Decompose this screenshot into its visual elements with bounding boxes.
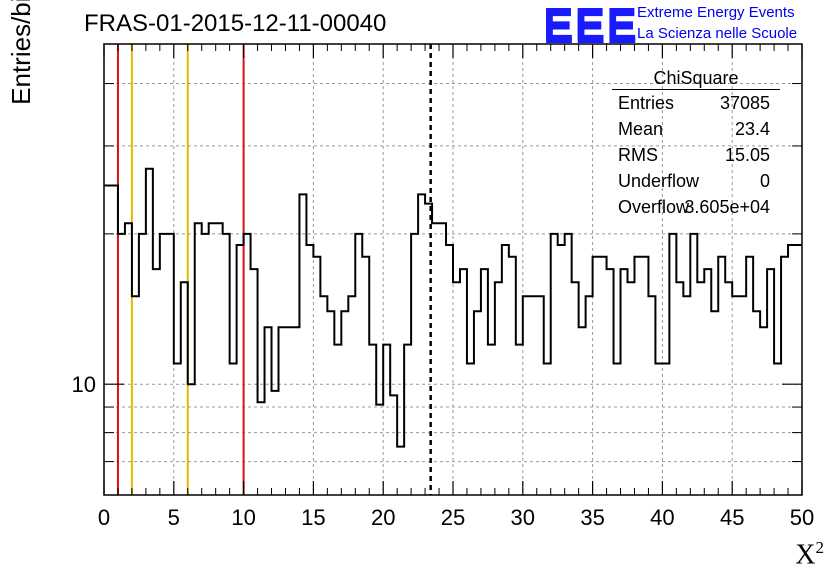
x-tick-label: 10 bbox=[231, 505, 255, 530]
x-tick-label: 20 bbox=[371, 505, 395, 530]
x-tick-label: 35 bbox=[580, 505, 604, 530]
x-tick-labels: 0 5 10 15 20 25 30 35 40 45 50 bbox=[98, 505, 814, 530]
x-tick-label: 40 bbox=[650, 505, 674, 530]
stats-title: ChiSquare bbox=[612, 68, 780, 90]
logo-line-1: Extreme Energy Events bbox=[637, 4, 795, 21]
stats-value: 3.605e+04 bbox=[684, 197, 770, 217]
stats-value: 0 bbox=[759, 171, 770, 191]
stats-row: RMS 15.05 bbox=[612, 142, 780, 168]
x-tick-label: 45 bbox=[720, 505, 744, 530]
stats-row: Underflow 0 bbox=[612, 168, 780, 194]
grid-lines bbox=[104, 44, 802, 496]
eee-logo: EEE Extreme Energy Events La Scienza nel… bbox=[543, 0, 833, 50]
stats-value: 37085 bbox=[719, 93, 770, 113]
x-axis-label-superscript: 2 bbox=[815, 538, 825, 557]
stats-row: Overflow 3.605e+04 bbox=[612, 194, 780, 220]
x-tick-label: 25 bbox=[441, 505, 465, 530]
marker-lines bbox=[116, 44, 432, 495]
x-tick-label: 5 bbox=[168, 505, 180, 530]
x-tick-label: 0 bbox=[98, 505, 110, 530]
x-axis-label: X2 bbox=[795, 538, 824, 571]
x-tick-label: 15 bbox=[301, 505, 325, 530]
x-axis-label-base: X bbox=[795, 539, 816, 571]
stats-value: 23.4 bbox=[734, 119, 770, 139]
eee-logo-mark: EEE bbox=[543, 0, 639, 50]
logo-line-2: La Scienza nelle Scuole bbox=[637, 25, 798, 42]
stats-key: Underflow bbox=[618, 171, 700, 191]
x-tick-label: 50 bbox=[790, 505, 814, 530]
stats-key: RMS bbox=[618, 145, 658, 165]
stats-key: Overflow bbox=[618, 197, 690, 217]
axis-ticks bbox=[103, 44, 803, 496]
y-tick-labels: 10 bbox=[72, 372, 96, 397]
stats-row: Entries 37085 bbox=[612, 90, 780, 116]
stats-key: Mean bbox=[618, 119, 664, 139]
y-axis-label: Entries/bin bbox=[6, 0, 36, 105]
chart-title: FRAS-01-2015-12-11-00040 bbox=[84, 10, 387, 37]
stats-box: ChiSquare Entries 37085 Mean 23.4 RMS 15.05… bbox=[612, 68, 780, 220]
y-tick-label: 10 bbox=[72, 372, 96, 397]
x-tick-label: 30 bbox=[511, 505, 535, 530]
stats-value: 15.05 bbox=[724, 145, 770, 165]
stats-row: Mean 23.4 bbox=[612, 116, 780, 142]
histogram-line bbox=[104, 167, 802, 448]
stats-key: Entries bbox=[618, 93, 675, 113]
